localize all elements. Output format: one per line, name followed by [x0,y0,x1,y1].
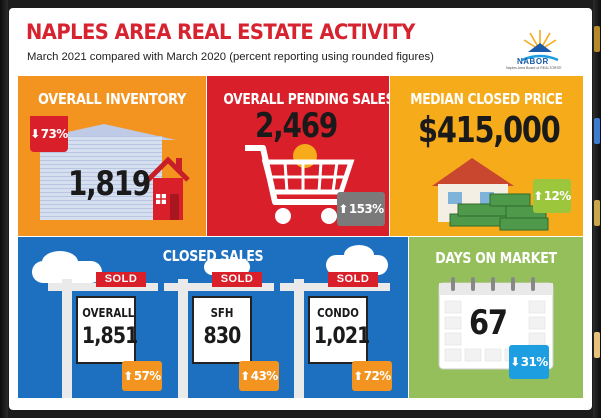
overall-inventory-change: 73% [40,127,69,141]
logo-subtext: Naples Area Board of REALTORS® [506,66,562,70]
overall-inventory-panel: OVERALL INVENTORY 1,819 ⬇ 73% [18,76,206,236]
closed-sales-condo-change-badge: ⬆ 72% [352,361,392,391]
thumbnail-strip [594,200,600,226]
sign-value: 830 [203,324,242,349]
cloud-icon [42,251,78,273]
house-with-money-icon [432,158,549,231]
overall-pending-sales-change: 153% [348,202,384,216]
right-frame-edge [593,0,601,418]
cloud-icon [344,245,374,265]
up-arrow-icon: ⬆ [123,369,133,383]
median-closed-price-value: $415,000 [418,110,561,151]
up-arrow-icon: ⬆ [338,202,348,216]
overall-pending-sales-change-badge: ⬆ 153% [337,192,385,226]
median-closed-price-change-badge: ⬆ 12% [533,179,571,213]
closed-sales-sfh-sign: SOLD SFH 830 [158,269,276,398]
up-arrow-icon: ⬆ [533,189,543,203]
days-on-market-change: 31% [520,355,549,369]
days-on-market-title: DAYS ON MARKET [435,249,557,267]
thumbnail-strip [594,118,600,144]
up-arrow-icon: ⬆ [353,369,363,383]
median-closed-price-change: 12% [543,189,572,203]
cloud-icon [204,259,250,275]
median-closed-price-title: MEDIAN CLOSED PRICE [410,90,563,108]
closed-sales-overall-change: 57% [133,369,162,383]
sign-board: SFH 830 [192,296,252,364]
down-arrow-icon: ⬇ [510,355,520,369]
sign-label: OVERALL [82,306,135,320]
cloud-icon [326,255,388,275]
thumbnail-strip [594,332,600,358]
sign-arm [164,283,274,291]
sign-value: 1,021 [313,324,370,349]
sign-label: SFH [210,306,234,320]
sign-post [178,279,188,398]
closed-sales-condo-change: 72% [363,369,392,383]
closed-sales-overall-change-badge: ⬆ 57% [122,361,162,391]
page-title: NAPLES AREA REAL ESTATE ACTIVITY [26,20,415,44]
infographic: NAPLES AREA REAL ESTATE ACTIVITY March 2… [9,8,592,410]
sign-value: 1,851 [81,324,138,349]
overall-pending-sales-title: OVERALL PENDING SALES [223,90,389,108]
overall-pending-sales-panel: OVERALL PENDING SALES 2,469 ⬆ 153% [207,76,389,236]
nabor-logo-icon [521,30,559,62]
sign-arm [280,283,390,291]
overall-inventory-title: OVERALL INVENTORY [38,90,186,108]
red-house-icon [146,156,190,220]
thumbnail-strip [594,26,600,52]
page-subtitle: March 2021 compared with March 2020 (per… [27,51,434,63]
sign-label: CONDO [317,306,359,320]
up-arrow-icon: ⬆ [240,369,250,383]
days-on-market-panel: DAYS ON MARKET 67 ⬇ 31% [409,237,583,398]
sign-board: CONDO 1,021 [308,296,370,364]
closed-sales-sfh-change-badge: ⬆ 43% [239,361,279,391]
sold-tag: SOLD [328,272,378,287]
sign-board: OVERALL 1,851 [76,296,138,364]
overall-inventory-value: 1,819 [68,164,151,204]
closed-sales-sfh-change: 43% [250,369,279,383]
closed-sales-overall-sign: SOLD OVERALL 1,851 [42,269,160,398]
overall-inventory-change-badge: ⬇ 73% [30,116,68,152]
left-frame-edge [0,0,8,418]
sign-post [294,279,304,398]
sign-post [62,279,72,398]
closed-sales-condo-sign: SOLD CONDO 1,021 [274,269,392,398]
sold-tag: SOLD [212,272,262,287]
closed-sales-panel: CLOSED SALES SOLD OVERALL 1,851 SOLD SFH… [18,237,408,398]
median-closed-price-panel: MEDIAN CLOSED PRICE $415,000 ⬆ 12% [390,76,583,236]
overall-pending-sales-value: 2,469 [255,106,338,146]
days-on-market-value: 67 [469,303,508,343]
down-arrow-icon: ⬇ [30,127,40,141]
sold-tag: SOLD [96,272,146,287]
logo-text: NABOR [517,57,549,66]
sign-arm [48,283,158,291]
days-on-market-change-badge: ⬇ 31% [509,345,549,379]
